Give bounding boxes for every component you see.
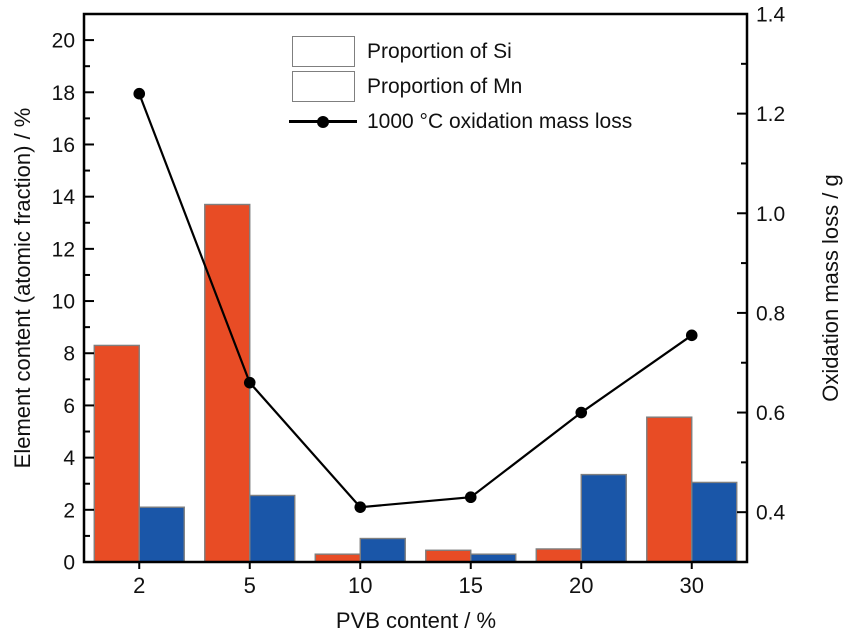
- mass-loss-point-5: [243, 376, 256, 389]
- legend-label-mn: Proportion of Mn: [367, 74, 523, 98]
- si-swatch-icon: [291, 36, 355, 67]
- bar-si-20: [535, 548, 582, 563]
- bar-mn-2: [138, 506, 185, 563]
- y-left-tick-label: 4: [63, 447, 75, 470]
- y-left-tick-label: 8: [63, 343, 75, 366]
- y-left-tick-label: 14: [52, 186, 76, 209]
- legend-label-si: Proportion of Si: [367, 39, 512, 63]
- y-axis-left-title: Element content (atomic fraction) / %: [10, 107, 35, 469]
- legend: Proportion of Si Proportion of Mn 1000 °…: [289, 34, 632, 139]
- bar-mn-30: [691, 481, 738, 563]
- mass-loss-line: [138, 93, 693, 509]
- y-left-tick-label: 6: [63, 395, 75, 418]
- bar-si-2: [93, 344, 140, 563]
- y-right-tick-label: 0.4: [756, 502, 786, 525]
- y-left-tick-label: 0: [63, 552, 75, 575]
- x-tick-label: 20: [569, 573, 593, 598]
- legend-item-mass-loss: 1000 °C oxidation mass loss: [289, 104, 632, 139]
- x-tick-label: 5: [244, 573, 256, 598]
- bar-si-15: [425, 549, 472, 563]
- x-tick-label: 15: [459, 573, 483, 598]
- legend-item-si: Proportion of Si: [289, 34, 632, 69]
- mass-loss-point-10: [354, 501, 367, 513]
- y-left-tick-label: 2: [63, 499, 75, 522]
- bar-si-5: [204, 203, 251, 563]
- line-marker-icon: [289, 115, 357, 128]
- y-left-tick-label: 10: [52, 291, 75, 314]
- mn-swatch-icon: [291, 71, 355, 102]
- y-right-tick-label: 0.6: [756, 402, 785, 425]
- plot-frame: [82, 12, 749, 564]
- x-tick-label: 10: [348, 573, 372, 598]
- mass-loss-point-15: [464, 491, 477, 504]
- x-tick-label: 30: [680, 573, 704, 598]
- y-left-tick-label: 18: [52, 82, 75, 105]
- legend-item-mn: Proportion of Mn: [289, 69, 632, 104]
- mass-loss-point-2: [133, 87, 146, 100]
- mass-loss-point-20: [575, 406, 588, 419]
- y-right-tick-label: 1.2: [756, 103, 785, 126]
- bar-mn-10: [359, 537, 406, 563]
- mass-loss-point-30: [685, 329, 698, 342]
- y-left-tick-label: 20: [52, 30, 75, 53]
- y-right-tick-label: 0.8: [756, 302, 785, 325]
- x-axis-title: PVB content / %: [335, 608, 497, 633]
- y-right-tick-label: 1.0: [756, 203, 785, 226]
- legend-label-mass-loss: 1000 °C oxidation mass loss: [367, 109, 633, 133]
- y-right-tick-label: 1.4: [756, 4, 786, 27]
- bar-mn-20: [580, 473, 627, 563]
- y-axis-right-title: Oxidation mass loss / g: [818, 174, 843, 402]
- x-tick-label: 2: [133, 573, 145, 598]
- bar-mn-5: [249, 494, 296, 563]
- y-left-tick-label: 16: [52, 134, 75, 157]
- bar-si-30: [646, 416, 693, 563]
- y-left-tick-label: 12: [52, 238, 75, 261]
